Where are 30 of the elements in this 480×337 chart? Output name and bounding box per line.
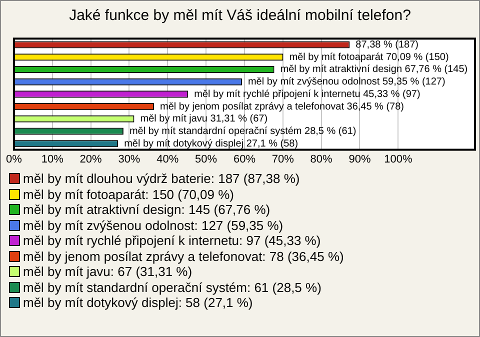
x-tick-label: 30% [118,153,140,166]
legend-label: měl by mít fotoaparát: 150 (70,09 %) [23,186,234,202]
x-tick-label: 50% [195,153,218,166]
x-tick-label: 100% [384,153,412,166]
data-label: měl by mít zvýšenou odolnost 59,35 % (127) [248,76,446,88]
data-label: měl by mít rychlé připojení k internetu 45,33 % (97) [194,88,420,100]
x-tick-label: 0% [6,153,22,166]
x-tick-label: 70% [272,153,294,166]
legend-label: měl by mít dotykový displej: 58 (27,1 %) [23,295,253,310]
x-tick-label: 90% [348,153,371,166]
x-tick-label: 80% [310,153,333,166]
data-label: měl by mít standardní operační systém 28,5 % (61) [129,126,356,138]
data-label: měl by mít fotoaparát 70,09 % (150) [289,52,449,63]
legend-label: měl by mít standardní operační systém: 61 (28,5 %) [23,280,322,295]
legend-label: měl by mít javu: 67 (31,31 %) [23,264,192,280]
legend-label: měl by jenom posílat zprávy a telefonovat: 78 (36,45 %) [23,248,344,264]
chart-title: Jaké funkce by měl mít Váš ideální mobilní telefon? [68,6,412,26]
data-label: měl by mít javu 31,31 % (67) [140,114,268,125]
legend-label: měl by mít zvýšenou odolnost: 127 (59,35 %) [23,218,284,233]
data-label: měl by mít atraktivní design 67,76 % (145) [280,64,468,76]
legend-label: měl by mít atraktivní design: 145 (67,76 %) [23,202,270,218]
legend-label: měl by mít rychlé připojení k internetu: 97 (45,33 %) [23,233,321,248]
data-label: měl by jenom posílat zprávy a telefonovat 36,45 % (78) [160,101,404,112]
data-label: 87,38 % (187) [356,40,418,51]
x-tick-label: 60% [233,153,256,166]
x-tick-label: 10% [41,153,64,166]
x-tick-label: 40% [156,153,179,166]
x-tick-label: 20% [80,153,102,166]
legend-label: měl by mít dlouhou výdrž baterie: 187 (87,38 %) [23,171,300,186]
data-label: měl by mít dotykový displej 27,1 % (58) [124,138,298,150]
